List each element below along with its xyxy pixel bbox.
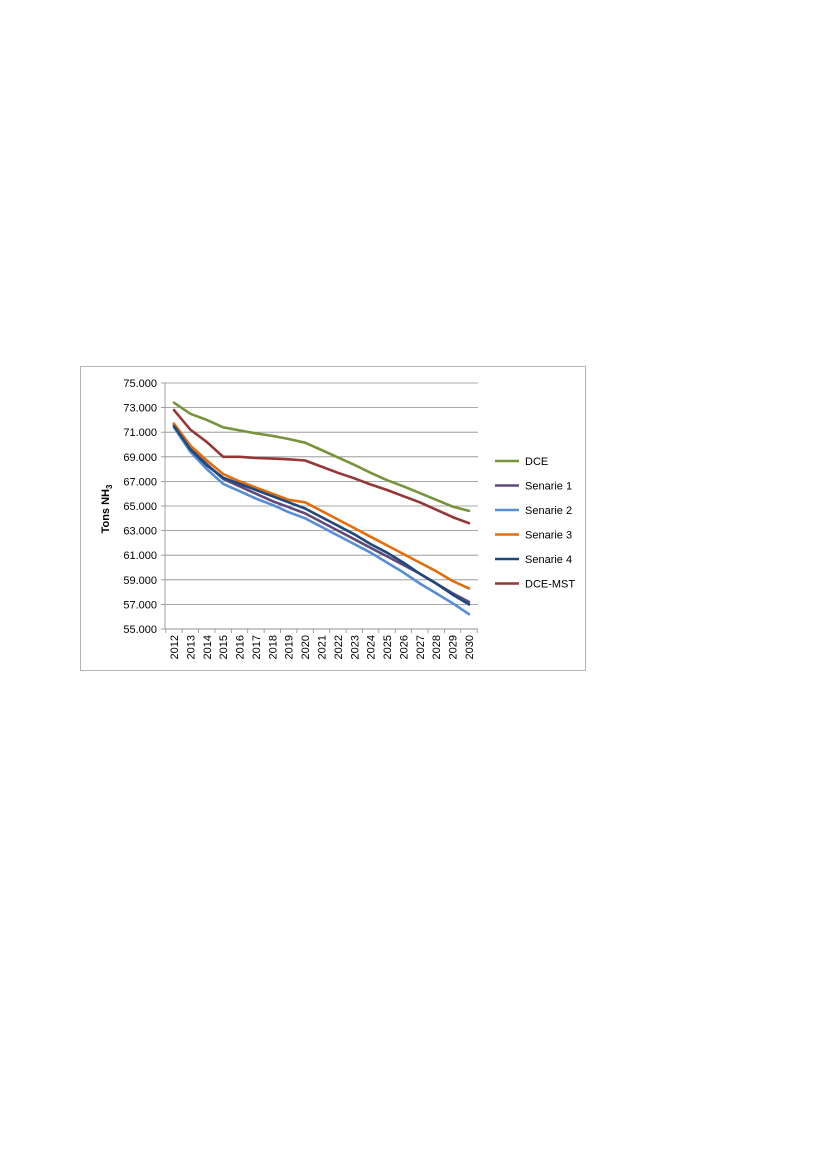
legend-label: Senarie 1 [525, 481, 572, 493]
y-tick-label: 59.000 [123, 575, 157, 587]
y-tick-label: 71.000 [123, 427, 157, 439]
y-axis-title-subscript: 3 [105, 484, 114, 489]
x-tick-label: 2022 [333, 635, 345, 659]
series-line-senarie-2 [172, 425, 471, 616]
x-tick-label: 2027 [415, 635, 427, 659]
chart-frame: 55.000 57.000 59.000 61.000 63.000 65.000 67.0… [80, 366, 586, 671]
series-line-senarie-3 [172, 422, 471, 590]
y-tick-label: 63.000 [123, 526, 157, 538]
x-tick-label: 2020 [300, 635, 312, 659]
x-tick-label: 2015 [218, 635, 230, 659]
x-tick-label: 2026 [398, 635, 410, 659]
y-tick-label: 69.000 [123, 452, 157, 464]
y-axis-title-main: Tons NH [100, 489, 112, 533]
x-tick-labels: 2012 2013 2014 2015 2016 2017 2018 2019 2020 2021… [169, 635, 476, 659]
series-line-dce-mst [172, 408, 471, 525]
y-tick-label: 65.000 [123, 501, 157, 513]
x-tick-label: 2017 [251, 635, 263, 659]
x-tick-label: 2014 [202, 635, 214, 659]
legend-label: DCE-MST [525, 579, 575, 591]
x-tick-label: 2028 [431, 635, 443, 659]
legend-label: Senarie 4 [525, 554, 572, 566]
y-tick-label: 57.000 [123, 599, 157, 611]
y-tick-label: 75.000 [123, 378, 157, 390]
axes [161, 382, 478, 633]
y-tick-label: 55.000 [123, 624, 157, 636]
legend-label: DCE [525, 456, 548, 468]
y-tick-label: 73.000 [123, 403, 157, 415]
y-tick-label: 61.000 [123, 550, 157, 562]
y-tick-label: 67.000 [123, 476, 157, 488]
line-chart: 55.000 57.000 59.000 61.000 63.000 65.000 67.0… [100, 378, 575, 659]
legend: DCE Senarie 1 Senarie 2 Senarie 3 Senarie 4 D… [495, 456, 575, 591]
y-tick-labels: 55.000 57.000 59.000 61.000 63.000 65.000 67.0… [123, 378, 157, 636]
x-tick-label: 2021 [317, 635, 329, 659]
x-tick-label: 2018 [267, 635, 279, 659]
x-tick-label: 2025 [382, 635, 394, 659]
legend-label: Senarie 3 [525, 530, 572, 542]
x-tick-label: 2016 [235, 635, 247, 659]
legend-label: Senarie 2 [525, 505, 572, 517]
series-line-senarie-4 [172, 424, 471, 606]
x-tick-label: 2024 [366, 635, 378, 659]
series-line-dce [172, 401, 471, 513]
gridlines [165, 382, 478, 630]
series-lines [172, 401, 471, 616]
x-tick-label: 2012 [169, 635, 181, 659]
x-tick-label: 2029 [448, 635, 460, 659]
x-tick-label: 2019 [284, 635, 296, 659]
x-tick-label: 2023 [349, 635, 361, 659]
y-axis-title: Tons NH3 [100, 484, 114, 533]
x-tick-label: 2013 [185, 635, 197, 659]
x-tick-label: 2030 [464, 635, 476, 659]
